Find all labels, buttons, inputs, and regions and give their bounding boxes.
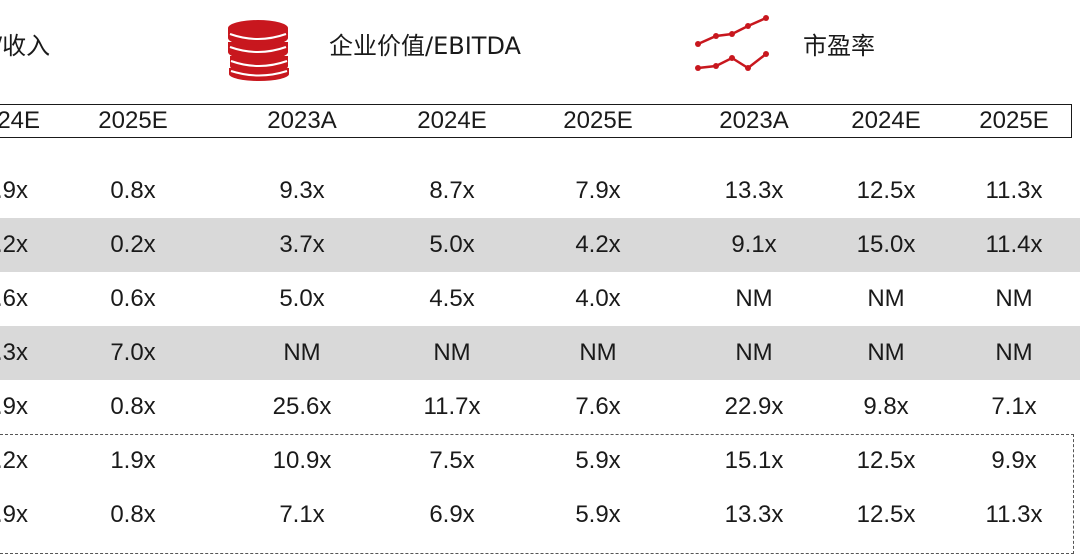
table-cell: 4.0x: [575, 285, 621, 312]
table-cell: 7.1x: [991, 393, 1037, 420]
table-cell: .9x: [0, 501, 28, 528]
column-header: 2024E: [851, 107, 921, 134]
table-cell: 7.9x: [575, 177, 621, 204]
row-band: [0, 326, 1080, 380]
table-cell: 22.9x: [724, 393, 784, 420]
table-cell: 5.0x: [279, 285, 325, 312]
column-header: 2023A: [719, 107, 789, 134]
table-cell: 0.6x: [110, 285, 156, 312]
table-cell: .9x: [0, 393, 28, 420]
table-cell: 4.2x: [575, 231, 621, 258]
table-cell: 8.7x: [429, 177, 475, 204]
table-cell: 15.1x: [724, 447, 784, 474]
table-cell: 0.8x: [110, 501, 156, 528]
column-header: 2025E: [563, 107, 633, 134]
table-cell: 13.3x: [724, 177, 784, 204]
table-cell: 0.8x: [110, 393, 156, 420]
table-cell: 0.2x: [110, 231, 156, 258]
table-cell: 12.5x: [856, 177, 916, 204]
table-cell: 0.8x: [110, 177, 156, 204]
table-cell: 25.6x: [272, 393, 332, 420]
section-title-pe-ratio: 市盈率: [803, 32, 875, 60]
row-band: [0, 218, 1080, 272]
table-cell: NM: [867, 285, 905, 312]
table-cell: NM: [283, 339, 321, 366]
table-cell: .2x: [0, 447, 28, 474]
table-cell: 11.7x: [423, 393, 481, 420]
table-cell: 9.9x: [991, 447, 1037, 474]
table-cell: 4.5x: [429, 285, 475, 312]
table-cell: 10.9x: [272, 447, 332, 474]
column-header: 024E: [0, 107, 41, 134]
table-cell: 5.9x: [575, 501, 621, 528]
table-cell: 3.7x: [279, 231, 325, 258]
column-header: 2024E: [417, 107, 487, 134]
table-cell: 6.9x: [429, 501, 475, 528]
table-cell: 9.8x: [863, 393, 909, 420]
table-cell: NM: [995, 285, 1033, 312]
table-header-bar: [0, 104, 1072, 138]
table-cell: 11.3x: [985, 177, 1043, 204]
table-cell: 11.4x: [985, 231, 1043, 258]
table-cell: 13.3x: [724, 501, 784, 528]
table-cell: NM: [579, 339, 617, 366]
table-cell: .6x: [0, 285, 28, 312]
table-cell: .9x: [0, 177, 28, 204]
table-cell: .2x: [0, 231, 28, 258]
table-cell: 12.5x: [856, 447, 916, 474]
table-cell: .3x: [0, 339, 28, 366]
table-cell: 7.1x: [279, 501, 325, 528]
column-header: 2023A: [267, 107, 337, 134]
section-title-ev-ebitda: 企业价值/EBITDA: [329, 32, 521, 60]
table-cell: NM: [995, 339, 1033, 366]
table-cell: NM: [735, 285, 773, 312]
table-cell: NM: [735, 339, 773, 366]
table-cell: 9.1x: [731, 231, 777, 258]
table-cell: 7.5x: [429, 447, 475, 474]
line-trend-icon: [692, 14, 772, 79]
table-cell: 9.3x: [279, 177, 325, 204]
table-cell: NM: [433, 339, 471, 366]
table-cell: 15.0x: [856, 231, 916, 258]
table-cell: NM: [867, 339, 905, 366]
coins-stack-icon: [226, 16, 292, 87]
table-cell: 7.6x: [575, 393, 621, 420]
table-cell: 1.9x: [110, 447, 156, 474]
table-cell: 11.3x: [985, 501, 1043, 528]
column-header: 2025E: [98, 107, 168, 134]
column-header: 2025E: [979, 107, 1049, 134]
table-cell: 7.0x: [110, 339, 156, 366]
table-cell: 12.5x: [856, 501, 916, 528]
section-title-sales: /收入: [0, 32, 51, 60]
table-cell: 5.9x: [575, 447, 621, 474]
table-cell: 5.0x: [429, 231, 475, 258]
